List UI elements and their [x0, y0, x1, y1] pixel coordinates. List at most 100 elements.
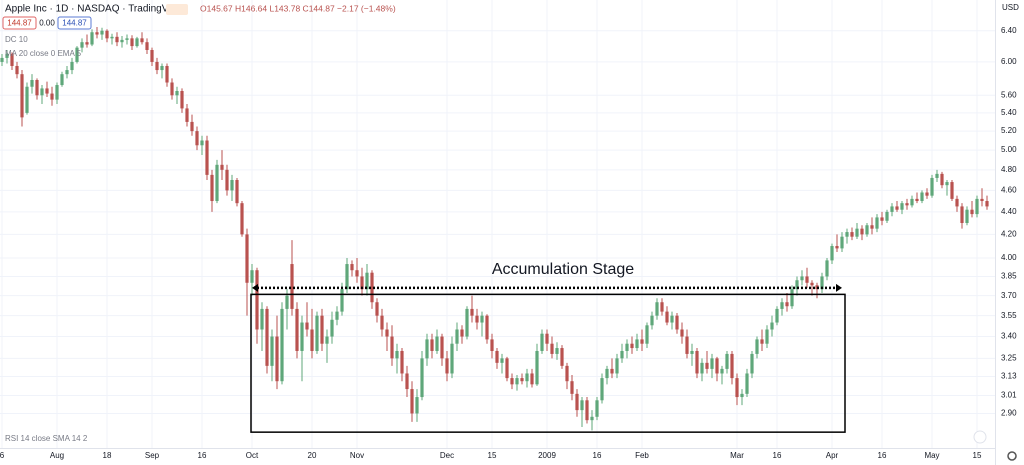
flag-button[interactable]: [166, 4, 188, 15]
bid-price: 144.87: [7, 19, 32, 28]
candle-body: [710, 358, 714, 369]
candle-body: [255, 270, 259, 330]
candle-body: [75, 47, 79, 62]
candle-body: [855, 228, 859, 237]
candle-body: [140, 38, 144, 43]
candle-body: [5, 53, 9, 58]
candle-body: [845, 232, 849, 237]
candle-body: [600, 378, 604, 401]
annotation: Accumulation Stage: [492, 261, 634, 278]
candle-body: [275, 336, 279, 382]
candle-body: [660, 302, 664, 312]
candle-body: [90, 32, 94, 45]
candle-body: [25, 86, 29, 113]
candle-body: [245, 234, 249, 283]
candle-body: [565, 365, 569, 382]
candle-body: [655, 302, 659, 316]
candle-body: [270, 336, 274, 366]
candle-body: [465, 308, 469, 337]
candle-body: [230, 179, 234, 191]
x-tick-label: 6: [0, 451, 5, 460]
candle-body: [730, 353, 734, 379]
candle-body: [490, 339, 494, 351]
y-tick-label: 3.70: [1001, 291, 1017, 300]
candle-body: [120, 39, 124, 43]
x-tick-label: Oct: [246, 451, 259, 460]
candle-body: [505, 358, 509, 379]
candle-body: [80, 42, 84, 48]
currency-label: USD: [1002, 3, 1019, 12]
candle-body: [420, 358, 424, 398]
candle-body: [625, 343, 629, 351]
candle-body: [900, 203, 904, 210]
candle-body: [965, 209, 969, 224]
y-tick-label: 3.13: [1001, 372, 1017, 381]
ask-badge[interactable]: [57, 16, 92, 30]
y-tick-label: 5.40: [1001, 108, 1017, 117]
candle-body: [355, 270, 359, 277]
candle-body: [125, 38, 129, 40]
y-tick-label: 3.85: [1001, 272, 1017, 281]
oscillator-label[interactable]: RSI 14 close SMA 14 2: [5, 434, 88, 443]
candle-body: [640, 339, 644, 344]
candle-body: [645, 325, 649, 344]
candle-body: [210, 174, 214, 202]
candle-body: [915, 198, 919, 202]
x-tick-label: 16: [198, 451, 207, 460]
candle-body: [580, 400, 584, 411]
candle-body: [235, 179, 239, 204]
candle-body: [340, 289, 344, 312]
candle-body: [650, 315, 654, 326]
candle-body: [795, 280, 799, 290]
x-tick-label: 16: [878, 451, 887, 460]
y-tick-label: 3.01: [1001, 391, 1017, 400]
candle-body: [520, 378, 524, 382]
candle-body: [620, 350, 624, 359]
candle-body: [790, 289, 794, 307]
x-tick-label: 16: [773, 451, 782, 460]
x-tick-label: Dec: [440, 451, 454, 460]
symbol-title: Apple Inc · 1D · NASDAQ · TradingView: [5, 4, 184, 15]
candle-body: [840, 236, 844, 249]
candle-body: [700, 362, 704, 374]
indicator-label[interactable]: MA 20 close 0 EMA 5: [5, 49, 82, 58]
candle-body: [105, 30, 109, 39]
candle-body: [570, 381, 574, 394]
candle-body: [970, 209, 974, 215]
candle-body: [305, 322, 309, 330]
candle-body: [960, 206, 964, 224]
candle-body: [525, 373, 529, 382]
candle-body: [685, 336, 689, 354]
scroll-button[interactable]: [973, 430, 987, 444]
candle-body: [870, 225, 874, 229]
bid-badge[interactable]: [2, 16, 37, 30]
candle-body: [480, 315, 484, 323]
candle-body: [220, 164, 224, 170]
candle-body: [365, 272, 369, 290]
candle-body: [805, 276, 809, 283]
x-tick-label: May: [924, 451, 939, 460]
candle-body: [585, 400, 589, 421]
y-tick-label: 5.60: [1001, 90, 1017, 99]
candle-body: [925, 192, 929, 196]
indicator-label[interactable]: DC 10: [5, 35, 28, 44]
x-tick-label: Nov: [350, 451, 364, 460]
candle-body: [895, 206, 899, 210]
candle-body: [605, 368, 609, 379]
candle-body: [985, 201, 989, 207]
candle-body: [675, 315, 679, 330]
candle-body: [885, 211, 889, 221]
candle-body: [880, 217, 884, 221]
candle-body: [265, 308, 269, 366]
settings-button[interactable]: [1007, 451, 1017, 461]
candle-body: [755, 339, 759, 354]
grid: [0, 0, 995, 448]
candle-body: [705, 362, 709, 369]
candles: [0, 26, 989, 431]
candle-body: [575, 393, 579, 411]
candle-body: [380, 315, 384, 330]
x-tick-label: Aug: [50, 451, 64, 460]
y-tick-label: 6.00: [1001, 57, 1017, 66]
candle-body: [905, 203, 909, 206]
candle-body: [725, 353, 729, 369]
